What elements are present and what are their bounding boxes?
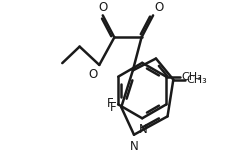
Text: O: O — [89, 68, 98, 81]
Text: CH₃: CH₃ — [181, 72, 202, 82]
Text: F: F — [107, 97, 113, 110]
Text: N: N — [138, 123, 147, 136]
Text: F: F — [110, 101, 116, 114]
Text: O: O — [98, 1, 108, 14]
Text: O: O — [154, 1, 164, 14]
Text: CH₃: CH₃ — [186, 75, 207, 85]
Text: N: N — [130, 140, 139, 153]
